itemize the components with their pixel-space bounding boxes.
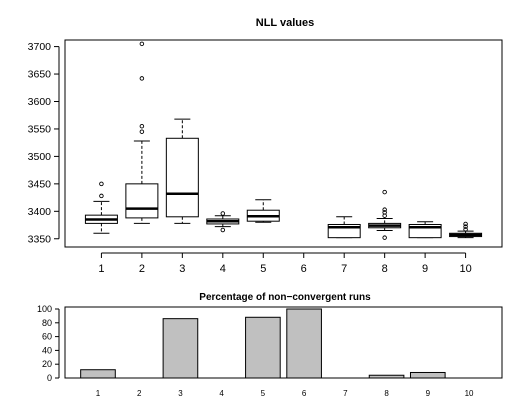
y-tick-label: 80 [42, 318, 52, 328]
x-tick-label: 3 [178, 389, 183, 398]
box-2 [126, 42, 158, 223]
bar-6 [287, 309, 322, 378]
x-tick-label: 7 [343, 389, 348, 398]
bar-1 [81, 370, 116, 378]
barchart-x-axis: 1 2 3 4 5 6 7 8 9 10 [96, 389, 474, 398]
x-tick-label: 9 [426, 389, 431, 398]
x-tick-label: 6 [301, 263, 307, 275]
y-tick-label: 20 [42, 359, 52, 369]
outlier-point [140, 124, 144, 128]
box-4 [207, 212, 239, 232]
y-tick-label: 0 [47, 373, 52, 383]
box-1 [85, 182, 117, 233]
bar-3 [163, 319, 198, 378]
x-tick-label: 7 [341, 263, 347, 275]
x-tick-label: 8 [384, 389, 389, 398]
bar-8 [369, 375, 404, 378]
y-tick-label: 3500 [28, 151, 52, 163]
outlier-point [100, 194, 104, 198]
x-tick-label: 6 [302, 389, 307, 398]
outlier-point [100, 182, 104, 186]
x-tick-label: 4 [220, 263, 226, 275]
y-tick-label: 3700 [28, 41, 52, 53]
x-tick-label: 3 [179, 263, 185, 275]
y-tick-label: 40 [42, 345, 52, 355]
box-3 [166, 119, 198, 223]
y-tick-label: 3350 [28, 233, 52, 245]
barchart-y-axis: 0 20 40 60 80 100 [37, 304, 59, 383]
outlier-point [140, 130, 144, 134]
box-9 [409, 222, 441, 238]
y-tick-label: 60 [42, 332, 52, 342]
box-8 [369, 190, 401, 239]
x-tick-label: 2 [139, 263, 145, 275]
y-tick-label: 3450 [28, 178, 52, 190]
boxplot-title: NLL values [256, 17, 315, 29]
x-tick-label: 1 [96, 389, 101, 398]
y-tick-label: 3550 [28, 123, 52, 135]
box-5 [247, 200, 279, 223]
outlier-point [383, 236, 387, 240]
x-tick-label: 9 [422, 263, 428, 275]
y-tick-label: 3650 [28, 69, 52, 81]
x-tick-label: 10 [459, 263, 471, 275]
boxplot-y-axis: 3350 3400 3450 3500 3550 3600 3650 3700 [28, 41, 59, 245]
box-10 [450, 222, 482, 238]
barchart-title: Percentage of non−convergent runs [199, 292, 371, 303]
outlier-point [221, 228, 225, 232]
outlier-point [140, 77, 144, 81]
barchart-frame [65, 307, 502, 378]
x-tick-label: 5 [260, 263, 266, 275]
x-tick-label: 2 [137, 389, 142, 398]
x-tick-label: 1 [98, 263, 104, 275]
x-tick-label: 4 [219, 389, 224, 398]
outlier-point [383, 190, 387, 194]
box-7 [328, 217, 360, 238]
x-tick-label: 10 [465, 389, 474, 398]
bar-9 [410, 372, 445, 378]
x-tick-label: 8 [382, 263, 388, 275]
outlier-point [221, 212, 225, 216]
box-body [166, 138, 198, 217]
bar-5 [246, 317, 281, 378]
boxplot-x-axis: 1 2 3 4 5 6 7 8 9 10 [98, 253, 471, 275]
x-tick-label: 5 [261, 389, 266, 398]
y-tick-label: 3600 [28, 96, 52, 108]
barchart-marks [81, 309, 445, 378]
y-tick-label: 100 [37, 304, 52, 314]
y-tick-label: 3400 [28, 206, 52, 218]
boxplot-marks [85, 42, 481, 239]
box-body [126, 184, 158, 218]
outlier-point [140, 42, 144, 46]
